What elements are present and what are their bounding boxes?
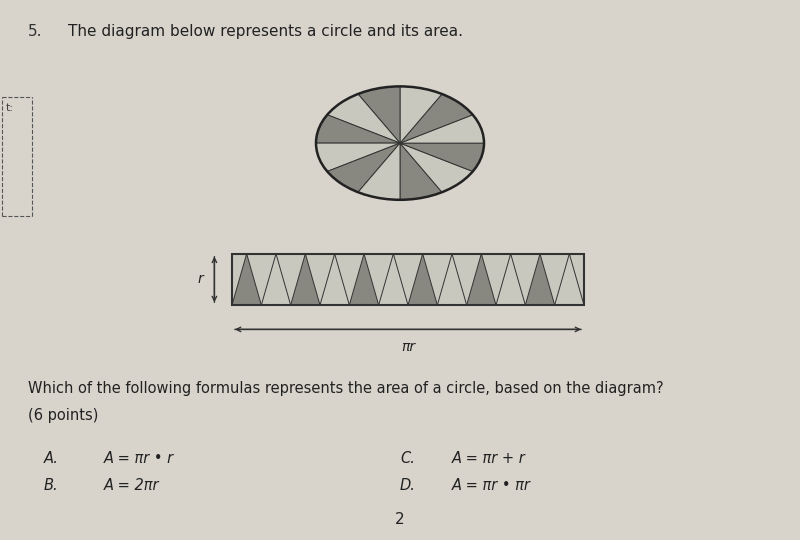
Text: The diagram below represents a circle and its area.: The diagram below represents a circle an… <box>68 24 463 39</box>
Polygon shape <box>358 86 400 143</box>
Polygon shape <box>327 143 400 192</box>
Polygon shape <box>290 254 320 305</box>
Polygon shape <box>327 94 400 143</box>
Polygon shape <box>400 143 484 172</box>
Polygon shape <box>232 254 262 305</box>
Text: 2: 2 <box>395 511 405 526</box>
Polygon shape <box>466 254 496 305</box>
Polygon shape <box>358 143 400 200</box>
Polygon shape <box>526 254 554 305</box>
Bar <box>232 254 584 305</box>
Text: t:: t: <box>6 103 14 113</box>
Polygon shape <box>320 254 350 305</box>
Text: πr: πr <box>401 340 415 354</box>
Text: r: r <box>198 273 204 286</box>
Text: B.: B. <box>44 478 58 493</box>
Polygon shape <box>378 254 408 305</box>
Text: D.: D. <box>400 478 416 493</box>
Polygon shape <box>400 115 484 143</box>
Text: A = πr • r: A = πr • r <box>104 451 174 466</box>
Text: Which of the following formulas represents the area of a circle, based on the di: Which of the following formulas represen… <box>28 381 664 396</box>
Bar <box>232 254 584 305</box>
Polygon shape <box>400 94 473 143</box>
Polygon shape <box>316 143 400 172</box>
Polygon shape <box>316 115 400 143</box>
Polygon shape <box>350 254 378 305</box>
Polygon shape <box>496 254 526 305</box>
Text: A = 2πr: A = 2πr <box>104 478 159 493</box>
Polygon shape <box>400 143 473 192</box>
Polygon shape <box>438 254 466 305</box>
Text: (6 points): (6 points) <box>28 408 98 423</box>
Text: A = πr + r: A = πr + r <box>452 451 526 466</box>
Polygon shape <box>554 254 584 305</box>
Polygon shape <box>400 86 442 143</box>
Text: C.: C. <box>400 451 415 466</box>
Text: A.: A. <box>44 451 59 466</box>
Polygon shape <box>400 143 442 200</box>
Text: A = πr • πr: A = πr • πr <box>452 478 531 493</box>
Polygon shape <box>408 254 438 305</box>
Polygon shape <box>262 254 290 305</box>
Text: 5.: 5. <box>28 24 42 39</box>
